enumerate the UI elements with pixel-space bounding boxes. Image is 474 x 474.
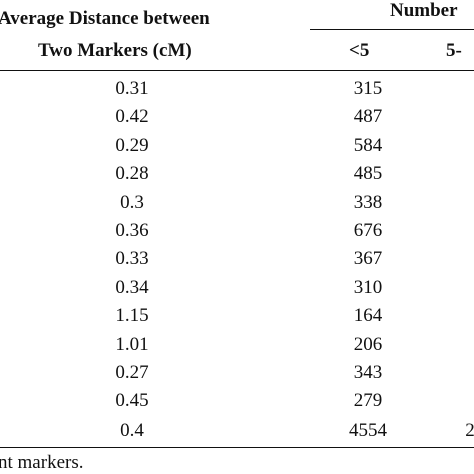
cell-avg-distance: 0.42 [115,106,149,128]
cell-count-lt5: 315 [353,78,383,99]
cell-avg-distance: 1.01 [115,333,149,355]
header-avg-distance-line1: Average Distance between [0,8,210,29]
cell-count-lt5: 338 [353,191,383,213]
cell-count-lt5: 310 [353,276,383,298]
cell-avg-distance: 0.31 [115,78,149,99]
header-5-to: 5- [446,40,462,61]
cell-count-lt5: 487 [353,106,383,128]
header-number: Number [390,0,458,21]
cell-count-lt5: 279 [353,390,383,412]
table-bottom-rule [0,447,474,448]
cell-avg-distance: 0.3 [120,191,144,213]
cell-count-lt5: 343 [353,362,383,383]
header-avg-distance-line2: Two Markers (cM) [38,40,192,61]
cell-count-lt5: 206 [353,333,383,355]
footnote: nt markers. [0,452,84,473]
cell-avg-distance: 0.28 [115,163,149,185]
header-bottom-rule [0,70,474,71]
cell-count-lt5: 584 [353,134,383,156]
total-count-lt5: 4554 [349,419,387,441]
cell-avg-distance: 0.45 [115,390,149,412]
total-avg-distance: 0.4 [120,419,144,441]
cell-avg-distance: 0.29 [115,134,149,156]
header-subrule [310,29,474,30]
cell-avg-distance: 0.36 [115,220,149,241]
cell-count-lt5: 485 [353,163,383,185]
cell-count-lt5: 676 [353,220,383,241]
cell-avg-distance: 0.27 [115,362,149,383]
cell-count-lt5: 164 [353,305,383,327]
total-count-partial: 2 [465,419,474,441]
cell-avg-distance: 1.15 [115,305,149,327]
cell-avg-distance: 0.34 [115,276,149,298]
header-lt5: <5 [349,40,370,61]
cell-count-lt5: 367 [353,248,383,270]
cell-avg-distance: 0.33 [115,248,149,270]
